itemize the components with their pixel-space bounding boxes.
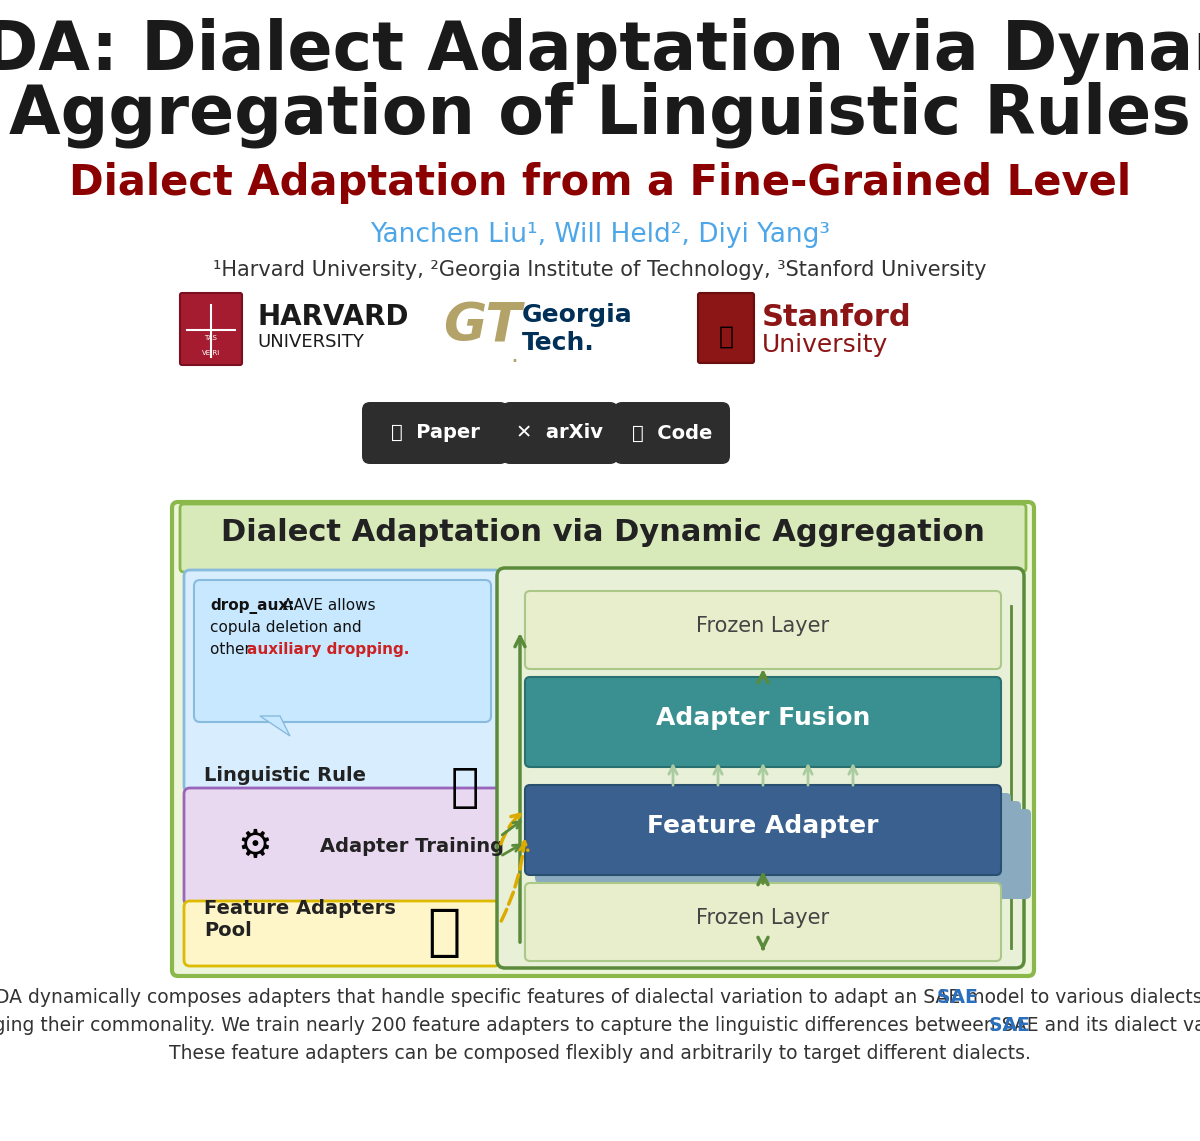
- FancyBboxPatch shape: [614, 402, 730, 464]
- FancyBboxPatch shape: [184, 901, 502, 966]
- Text: other: other: [210, 642, 256, 657]
- FancyArrowPatch shape: [503, 845, 520, 855]
- Text: University: University: [762, 333, 888, 357]
- FancyBboxPatch shape: [362, 402, 508, 464]
- Text: 🧑: 🧑: [451, 766, 479, 811]
- Text: Dialect Adaptation from a Fine-Grained Level: Dialect Adaptation from a Fine-Grained L…: [68, 162, 1132, 204]
- Text: AAVE allows: AAVE allows: [278, 598, 376, 613]
- Text: 📄  Paper: 📄 Paper: [390, 423, 480, 443]
- Text: Frozen Layer: Frozen Layer: [696, 616, 829, 636]
- FancyArrowPatch shape: [502, 842, 528, 921]
- FancyBboxPatch shape: [180, 293, 242, 365]
- FancyBboxPatch shape: [497, 568, 1024, 968]
- Text: Tech.: Tech.: [522, 331, 595, 355]
- Text: drop_aux:: drop_aux:: [210, 598, 294, 614]
- Text: Feature Adapters
Pool: Feature Adapters Pool: [204, 899, 396, 940]
- Text: Adapter Training: Adapter Training: [320, 837, 504, 856]
- Text: 🗄️: 🗄️: [428, 906, 462, 961]
- Text: Aggregation of Linguistic Rules: Aggregation of Linguistic Rules: [10, 82, 1190, 148]
- FancyBboxPatch shape: [526, 883, 1001, 961]
- FancyBboxPatch shape: [526, 677, 1001, 767]
- FancyBboxPatch shape: [502, 402, 618, 464]
- Text: 🔗  Code: 🔗 Code: [632, 423, 712, 443]
- Text: copula deletion and: copula deletion and: [210, 620, 361, 636]
- FancyArrowPatch shape: [503, 822, 521, 835]
- Polygon shape: [260, 717, 290, 736]
- Text: Feature Adapter: Feature Adapter: [647, 814, 878, 837]
- Text: TAS: TAS: [204, 335, 217, 341]
- FancyBboxPatch shape: [554, 809, 1031, 899]
- FancyBboxPatch shape: [184, 788, 502, 905]
- Text: leveraging their commonality. We train nearly 200 feature adapters to capture th: leveraging their commonality. We train n…: [0, 1015, 1200, 1035]
- FancyBboxPatch shape: [194, 580, 491, 722]
- Text: Stanford: Stanford: [762, 304, 912, 332]
- FancyBboxPatch shape: [526, 785, 1001, 875]
- Text: GT: GT: [443, 300, 521, 353]
- Text: .: .: [510, 343, 518, 367]
- FancyBboxPatch shape: [698, 293, 754, 363]
- Text: Dialect Adaptation via Dynamic Aggregation: Dialect Adaptation via Dynamic Aggregati…: [221, 518, 985, 547]
- Text: VE|RI: VE|RI: [202, 350, 220, 357]
- Text: These feature adapters can be composed flexibly and arbitrarily to target differ: These feature adapters can be composed f…: [169, 1044, 1031, 1063]
- Text: ✕  arXiv: ✕ arXiv: [516, 423, 604, 443]
- FancyBboxPatch shape: [535, 793, 1010, 883]
- Text: Frozen Layer: Frozen Layer: [696, 908, 829, 928]
- Text: UNIVERSITY: UNIVERSITY: [257, 333, 364, 351]
- Text: 🌲: 🌲: [719, 325, 733, 349]
- Text: HARVARD: HARVARD: [257, 304, 408, 331]
- Text: Georgia: Georgia: [522, 304, 632, 327]
- Text: ⚙️: ⚙️: [238, 827, 272, 866]
- FancyBboxPatch shape: [180, 504, 1026, 572]
- Text: DADA dynamically composes adapters that handle specific features of dialectal va: DADA dynamically composes adapters that …: [0, 988, 1200, 1008]
- Text: ¹Harvard University, ²Georgia Institute of Technology, ³Stanford University: ¹Harvard University, ²Georgia Institute …: [214, 260, 986, 280]
- FancyBboxPatch shape: [184, 570, 502, 792]
- Text: Linguistic Rule: Linguistic Rule: [204, 766, 366, 785]
- FancyBboxPatch shape: [545, 801, 1021, 891]
- FancyArrowPatch shape: [500, 815, 520, 844]
- Text: SAE: SAE: [170, 1015, 1030, 1035]
- Text: Yanchen Liu¹, Will Held², Diyi Yang³: Yanchen Liu¹, Will Held², Diyi Yang³: [370, 222, 830, 248]
- FancyBboxPatch shape: [526, 591, 1001, 669]
- Text: Adapter Fusion: Adapter Fusion: [656, 706, 870, 730]
- Text: DADA: Dialect Adaptation via Dynamic: DADA: Dialect Adaptation via Dynamic: [0, 18, 1200, 84]
- FancyBboxPatch shape: [172, 502, 1034, 976]
- Text: auxiliary dropping.: auxiliary dropping.: [247, 642, 409, 657]
- Text: SAE: SAE: [222, 988, 978, 1008]
